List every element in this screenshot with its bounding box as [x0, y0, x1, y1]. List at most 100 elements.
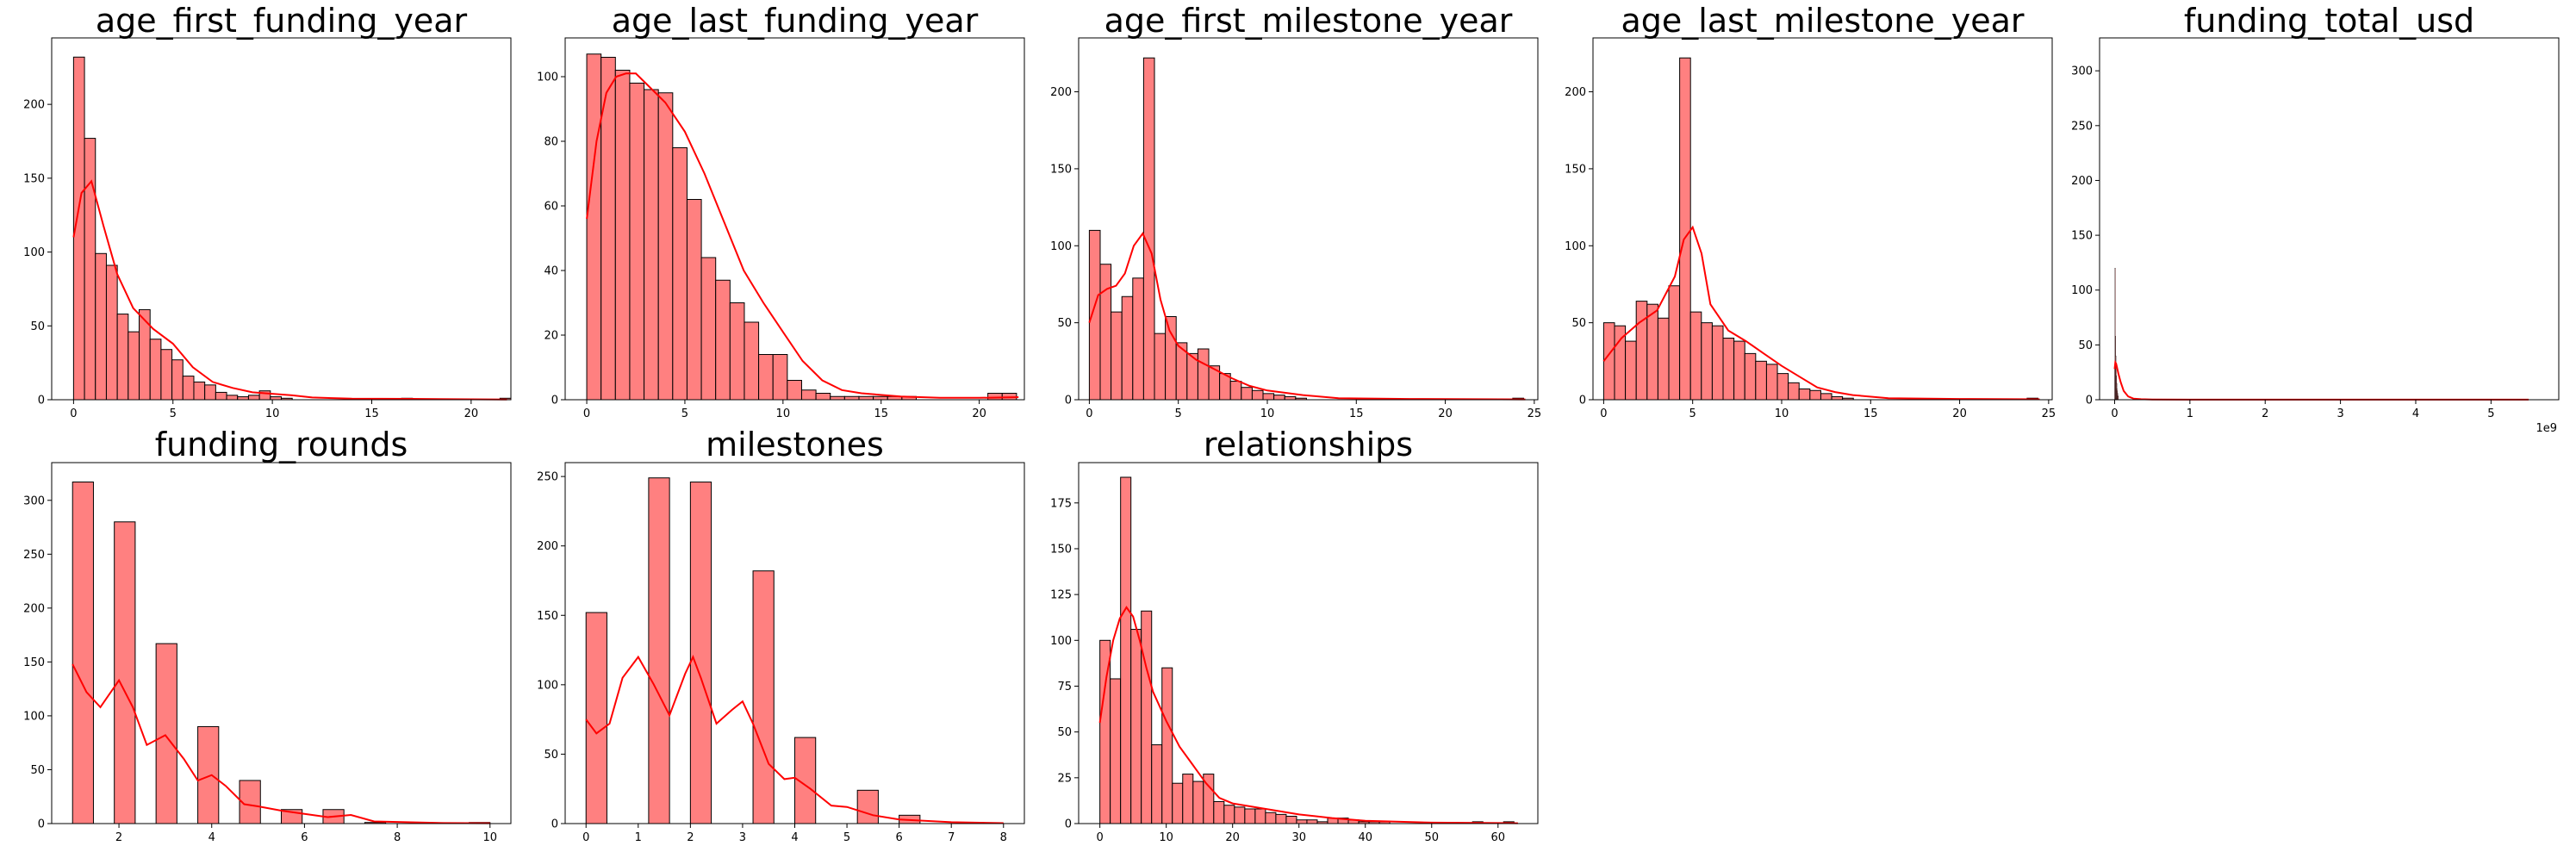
histogram-bar [843, 395, 860, 401]
y-tick-label: 100 [1565, 240, 1586, 253]
y-tick-label: 0 [1065, 818, 1072, 831]
x-tick-label: 3 [739, 831, 746, 844]
x-tick-label: 0 [1086, 407, 1092, 420]
kde-line [585, 655, 1004, 824]
histogram-bar [193, 381, 206, 401]
y-tick-label: 50 [1057, 726, 1072, 739]
y-tick-label: 0 [38, 395, 45, 407]
histogram-bar [1689, 311, 1702, 401]
histogram-bar [657, 92, 674, 401]
x-tick-label: 5 [2487, 407, 2494, 420]
histogram-bar [247, 395, 260, 401]
histogram-bar [1142, 57, 1155, 401]
panel-age-first-funding-year: age_first_funding_year 0 5 10 15 20 0 50 100 150… [23, 0, 512, 431]
histogram-bar [1765, 364, 1778, 401]
panel-milestones: milestones 0 1 2 3 4 5 6 7 8 0 50 100 150 200 250 [537, 424, 1025, 852]
histogram-bar [1831, 395, 1844, 401]
y-tick-label: 0 [1065, 395, 1072, 407]
panel-age-first-milestone-year: age_first_milestone_year 0 5 10 15 20 25 0 50 10… [1050, 0, 1541, 431]
histogram-bar [1701, 322, 1713, 401]
y-tick-label: 150 [23, 172, 45, 185]
histogram-bar [1197, 348, 1210, 401]
histogram-bar [1755, 360, 1767, 401]
x-tick-label: 50 [1424, 831, 1439, 844]
histogram-bar [1234, 806, 1246, 824]
histogram-bar [1130, 629, 1142, 824]
y-tick-label: 75 [1057, 681, 1072, 693]
y-tick-label: 20 [544, 330, 558, 343]
y-tick-label: 200 [2071, 175, 2093, 188]
panel-age-last-milestone-year: age_last_milestone_year 0 5 10 15 20 25 0 50 100… [1565, 0, 2056, 431]
y-tick-label: 50 [1571, 317, 1586, 330]
histogram-bar [1121, 295, 1134, 401]
axes-frame [1078, 462, 1539, 824]
kde-line [586, 72, 1019, 399]
y-tick-label: 100 [23, 246, 45, 259]
y-tick-label: 200 [23, 99, 45, 112]
x-tick-label: 20 [1225, 831, 1240, 844]
y-tick-label: 50 [1057, 317, 1072, 330]
x-tick-label: 10 [1775, 407, 1789, 420]
panel-funding-total-usd: funding_total_usd 0 1 2 3 4 5 0 50 100 150 200 250 3… [2071, 0, 2560, 448]
x-tick-label: 0 [70, 407, 77, 420]
kde-line [72, 179, 507, 401]
axes-frame [2099, 37, 2560, 401]
histogram-bar [1788, 382, 1800, 401]
x-tick-label: 20 [972, 407, 986, 420]
y-tick-label: 150 [537, 610, 558, 623]
x-tick-label: 7 [948, 831, 955, 844]
histogram-bar [629, 83, 645, 401]
histogram-bar [672, 147, 688, 401]
panel-title: relationships [1203, 426, 1414, 463]
x-tick-label: 20 [464, 407, 479, 420]
x-offset-label: 1e9 [2536, 422, 2557, 435]
histogram-bar [1275, 813, 1287, 824]
x-tick-label: 10 [1260, 407, 1275, 420]
y-tick-label: 100 [2071, 284, 2093, 297]
x-tick-label: 8 [1000, 831, 1007, 844]
panel-title: age_last_milestone_year [1621, 2, 2025, 40]
y-tick-label: 100 [1050, 240, 1072, 253]
histogram-plot: 0 5 10 15 20 25 0 50 100 150 200 [1050, 37, 1541, 420]
y-tick-label: 0 [551, 395, 558, 407]
histogram-bar [729, 302, 745, 401]
y-tick-label: 100 [1050, 635, 1072, 648]
x-tick-label: 20 [1438, 407, 1453, 420]
axes-frame [564, 37, 1025, 401]
histogram-bar [987, 393, 1003, 401]
y-tick-label: 300 [2071, 65, 2093, 78]
histogram-bar [689, 482, 712, 824]
panel-age-last-funding-year: age_last_funding_year 0 5 10 15 20 0 20 40 60 80 1… [537, 0, 1025, 431]
y-tick-label: 50 [30, 764, 45, 777]
x-tick-label: 4 [791, 831, 798, 844]
histogram-bar [1110, 678, 1122, 824]
histogram-plot: 0 1 2 3 4 5 6 7 8 0 50 100 150 200 250 [537, 462, 1025, 844]
x-tick-label: 2 [2262, 407, 2268, 420]
panel-title: age_last_funding_year [611, 2, 979, 40]
histogram-bar [1296, 819, 1308, 824]
x-tick-label: 15 [874, 407, 888, 420]
kde-line [1088, 232, 1526, 401]
x-tick-label: 30 [1291, 831, 1306, 844]
y-tick-label: 125 [1050, 589, 1072, 602]
histogram-bar [197, 725, 220, 824]
y-tick-label: 100 [537, 679, 558, 692]
histogram-bar [116, 314, 129, 401]
histogram-bar [585, 612, 607, 824]
histogram-bar [1722, 338, 1735, 401]
histogram-bar [1151, 744, 1163, 824]
y-tick-label: 150 [2071, 230, 2093, 243]
kde-line [1098, 606, 1518, 824]
histogram-bar [1111, 311, 1123, 401]
histogram-bar [84, 138, 96, 401]
histogram-bar [686, 199, 702, 401]
x-tick-label: 0 [582, 831, 589, 844]
histogram-bar [1602, 322, 1615, 401]
y-tick-label: 80 [544, 136, 558, 149]
panel-title: funding_total_usd [2183, 2, 2475, 40]
panel-title: age_first_milestone_year [1104, 2, 1513, 40]
histogram-bar [155, 643, 177, 824]
histogram-bar [215, 391, 227, 401]
histogram-bar [1120, 476, 1132, 824]
